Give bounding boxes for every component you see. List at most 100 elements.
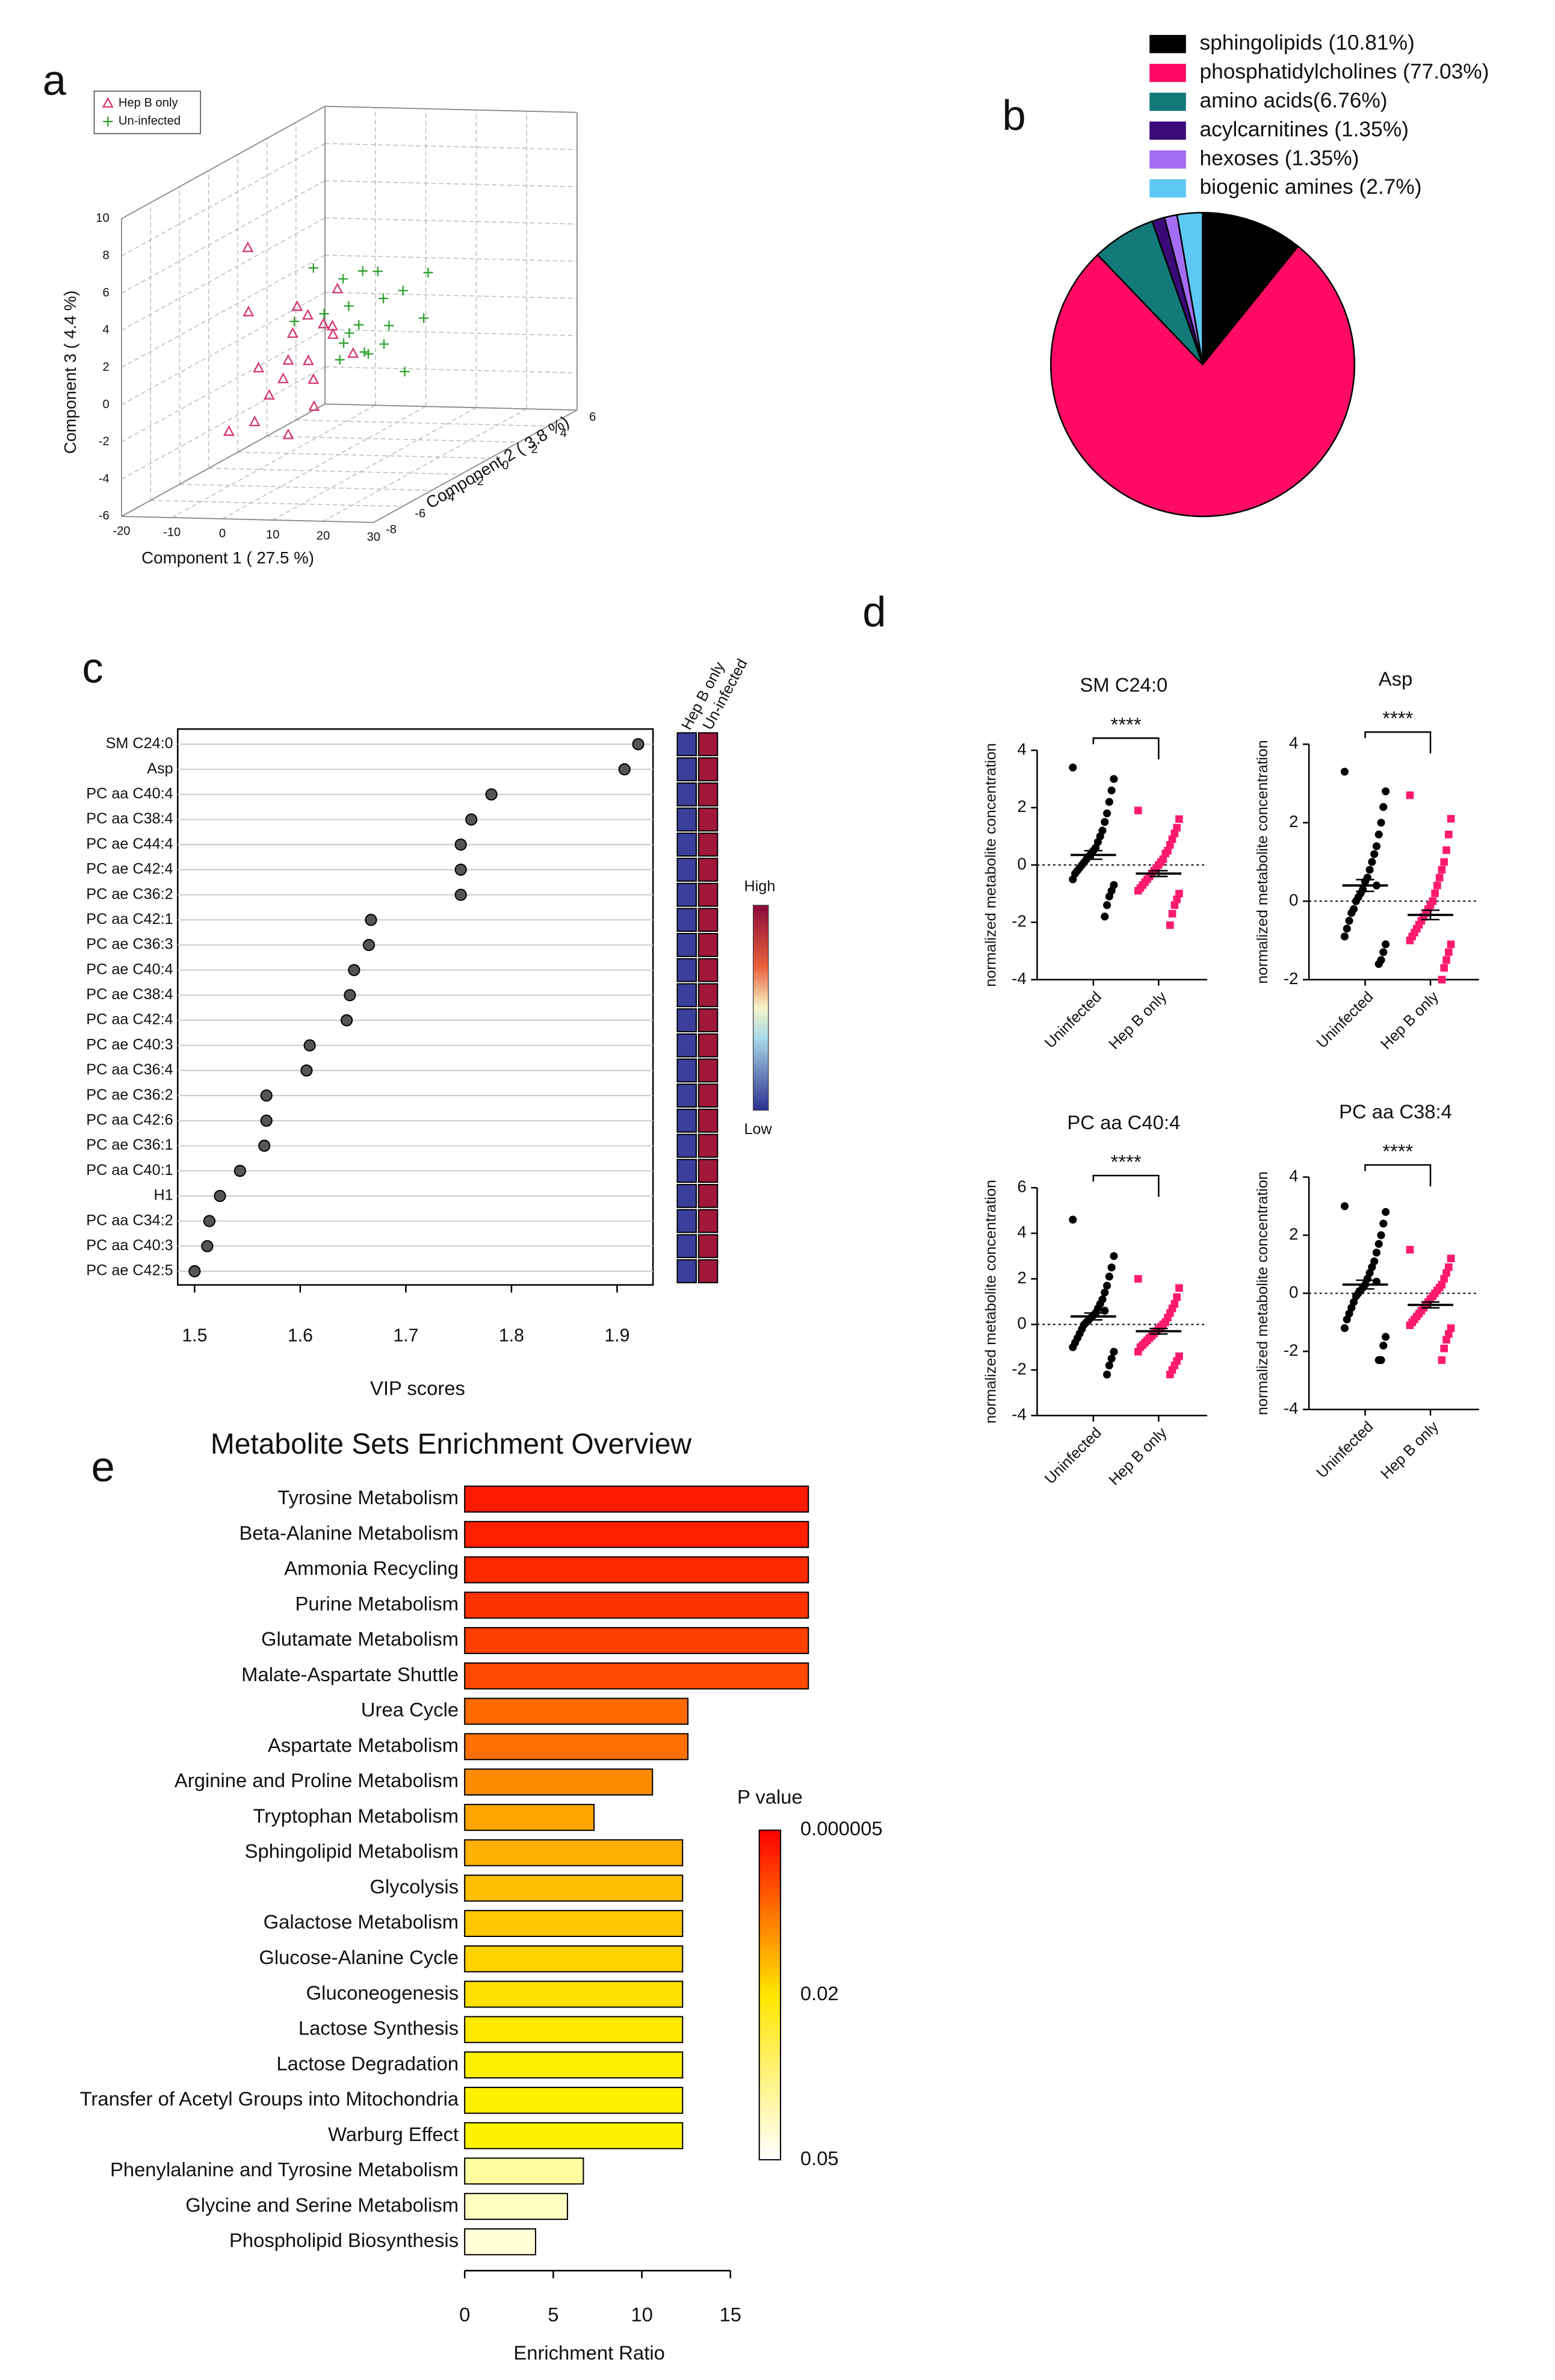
heatmap-cell	[697, 1133, 719, 1158]
row-label: PC ae C44:4	[86, 835, 173, 852]
data-point	[1102, 901, 1111, 910]
x-tick-label: 1.9	[604, 1325, 629, 1345]
bar-label: Transfer of Acetyl Groups into Mitochond…	[80, 2087, 459, 2110]
triangle-point	[253, 361, 265, 373]
data-point	[1101, 818, 1109, 826]
bar	[464, 2016, 684, 2044]
data-point	[1379, 1341, 1388, 1350]
bar-label: Glycine and Serine Metabolism	[185, 2193, 459, 2216]
triangle-point	[282, 428, 294, 439]
data-point	[1370, 850, 1379, 858]
row-label: PC ae C42:5	[86, 1262, 173, 1279]
y-axis-label: normalized metabolite concentration	[1254, 740, 1271, 984]
bar	[464, 1627, 809, 1654]
heatmap-cell	[676, 933, 697, 957]
bar-label: Ammonia Recycling	[284, 1557, 459, 1579]
heatmap-cell	[676, 983, 697, 1008]
grid-line	[325, 143, 577, 150]
x-tick-label: Hep B only	[1105, 988, 1170, 1053]
y-tick-label: -4	[1012, 969, 1027, 988]
error-bar	[1356, 1279, 1374, 1290]
row-label: PC aa C38:4	[86, 810, 173, 827]
data-point	[1110, 1348, 1118, 1356]
x-tick-label: -20	[113, 524, 130, 538]
vip-dot	[341, 1014, 353, 1027]
data-point	[1374, 1356, 1383, 1365]
y-axis-label: normalized metabolite concentration	[1254, 1171, 1271, 1415]
x-tick-label: 30	[367, 531, 380, 544]
legend-label: phosphatidylcholines (77.03%)	[1199, 60, 1489, 83]
x-tick-label: Uninfected	[1042, 988, 1105, 1052]
y-axis-label: Component 2 ( 3.8 %)	[422, 412, 572, 512]
pie-slice	[1202, 211, 1299, 367]
y-tick-label: 0	[502, 459, 509, 472]
legend-label: Un-infected	[119, 114, 181, 128]
data-point	[1107, 1354, 1116, 1363]
grid-line	[325, 291, 577, 299]
x-tick-label: 1.7	[393, 1325, 418, 1345]
bar	[464, 1662, 809, 1690]
x-tick-label: Uninfected	[1314, 1418, 1377, 1481]
data-point	[1168, 835, 1176, 843]
panel-letter: b	[1002, 91, 1025, 138]
vip-dot	[454, 863, 467, 876]
z-tick-label: -4	[99, 472, 110, 485]
data-point	[1343, 925, 1351, 933]
x-tick-label: Hep B only	[1105, 1424, 1170, 1489]
x-tick-label: 20	[317, 530, 330, 543]
heatmap-cell	[697, 1183, 719, 1208]
x-tick-label: 1.5	[182, 1325, 207, 1345]
data-point	[1368, 858, 1376, 866]
plus-point	[289, 316, 300, 327]
heatmap-cell	[676, 958, 697, 982]
plus-point	[354, 320, 364, 330]
x-tick-label: 1.8	[499, 1325, 524, 1345]
z-tick-label: 0	[103, 398, 110, 411]
bar-label: Lactose Degradation	[276, 2052, 459, 2074]
data-point	[1134, 1348, 1142, 1356]
box-edge	[325, 403, 577, 411]
data-point	[1374, 959, 1383, 968]
data-point	[1168, 910, 1176, 918]
bar-label: Tyrosine Metabolism	[277, 1486, 459, 1508]
grid-line	[172, 404, 376, 518]
bar	[464, 1980, 684, 2008]
legend-box	[93, 90, 201, 134]
x-tick-label: Hep B only	[1377, 988, 1442, 1053]
vip-dot	[258, 1139, 271, 1152]
bar-label: Arginine and Proline Metabolism	[175, 1769, 459, 1791]
row-label: Asp	[147, 760, 173, 777]
bar	[464, 1591, 809, 1619]
bar-label: Glycolysis	[369, 1875, 459, 1897]
heatmap-cell	[697, 832, 719, 857]
data-point	[1372, 842, 1380, 851]
y-tick-label: 6	[589, 411, 596, 424]
significance-bracket	[1092, 737, 1160, 760]
plus-point	[308, 263, 318, 273]
grid-line	[121, 143, 326, 256]
data-point	[1438, 1356, 1446, 1364]
data-point	[1173, 823, 1181, 832]
error-bar	[1149, 870, 1168, 878]
plus-point	[338, 338, 349, 349]
row-label: PC ae C40:3	[86, 1036, 173, 1053]
heatmap-cell	[676, 1108, 697, 1133]
box-edge	[121, 403, 326, 517]
data-point	[1134, 807, 1142, 814]
triangle-point	[301, 309, 314, 320]
z-tick-label: 8	[103, 249, 110, 262]
row-label: H1	[153, 1187, 173, 1204]
x-tick-label: Hep B only	[1377, 1418, 1442, 1483]
row-label: PC ae C36:2	[86, 1086, 173, 1103]
vip-dot	[201, 1240, 214, 1253]
x-tick-label: 0	[219, 527, 226, 541]
data-point	[1379, 803, 1388, 811]
vip-dot	[348, 964, 360, 976]
data-point	[1166, 841, 1174, 849]
significance-bracket	[1364, 1164, 1432, 1186]
data-point	[1352, 897, 1360, 905]
y-tick-label: 4	[1017, 740, 1026, 758]
bar	[464, 2122, 684, 2149]
bar	[464, 1556, 809, 1584]
x-tick-label: 10	[631, 2304, 652, 2326]
